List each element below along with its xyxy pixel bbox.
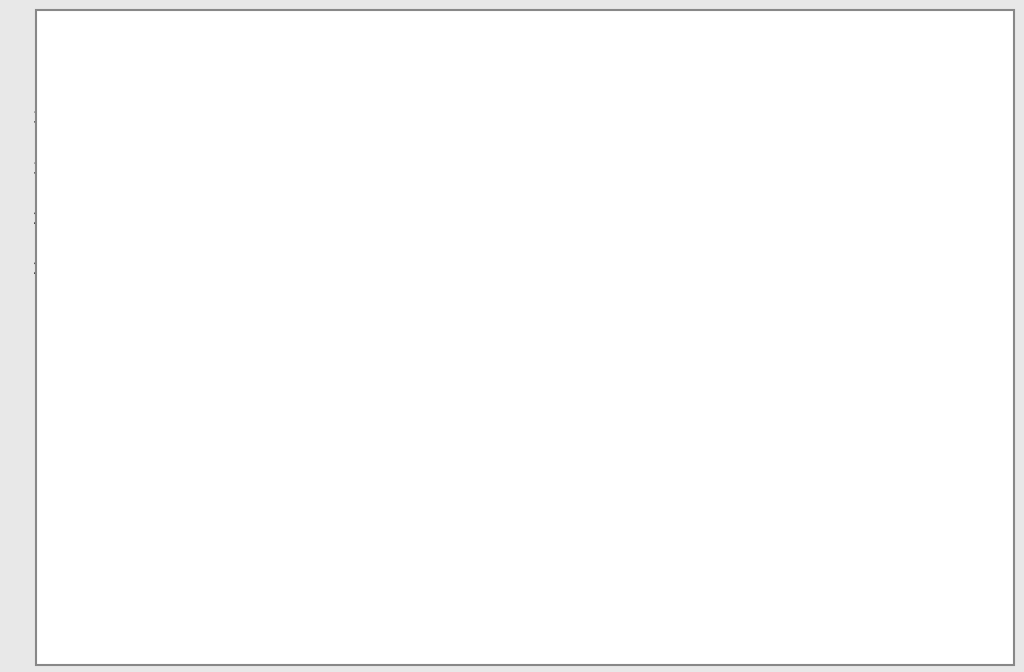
Text: Federal Deficit as % of GDP: Federal Deficit as % of GDP (81, 32, 461, 60)
Text: ☘: ☘ (735, 36, 758, 60)
Text: RIA: RIA (767, 32, 818, 58)
Text: SimpleVisor: SimpleVisor (831, 40, 939, 58)
Text: ❋: ❋ (738, 48, 757, 68)
